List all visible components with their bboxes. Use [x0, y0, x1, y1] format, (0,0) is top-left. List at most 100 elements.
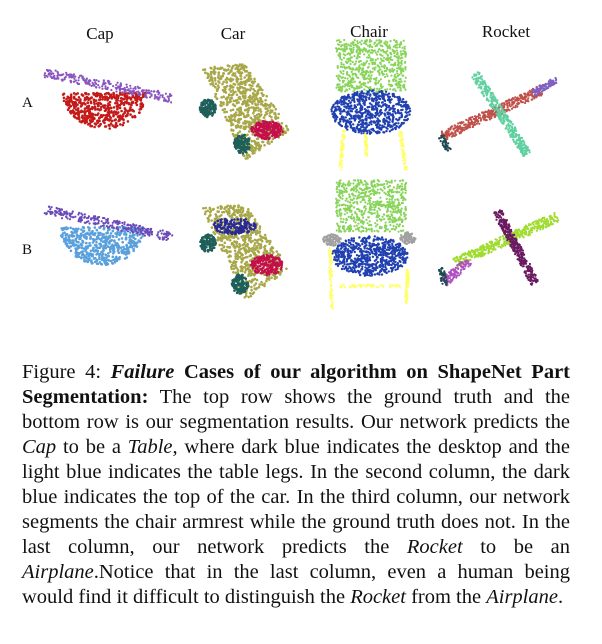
point	[48, 69, 51, 72]
point	[124, 227, 127, 230]
point	[132, 87, 135, 90]
point	[340, 163, 343, 166]
point	[62, 73, 65, 76]
point	[126, 109, 129, 113]
point	[135, 224, 138, 227]
point	[357, 123, 360, 127]
point	[348, 117, 351, 121]
point	[488, 118, 491, 121]
point	[398, 43, 401, 46]
point	[376, 87, 379, 90]
point	[486, 97, 489, 100]
point	[381, 92, 384, 95]
point	[375, 39, 378, 42]
point	[508, 99, 511, 102]
point	[364, 151, 367, 154]
point	[340, 140, 343, 143]
point	[81, 76, 84, 79]
point	[83, 98, 87, 102]
point	[520, 97, 523, 100]
point	[340, 144, 343, 147]
point	[269, 122, 272, 125]
point	[99, 238, 103, 242]
point	[513, 126, 516, 129]
point	[89, 124, 92, 128]
point	[358, 110, 361, 114]
point	[343, 38, 346, 42]
point	[100, 258, 104, 262]
point	[89, 101, 93, 105]
point	[251, 133, 254, 136]
point	[448, 134, 451, 137]
point	[62, 96, 66, 100]
point	[526, 99, 529, 103]
point	[372, 129, 376, 132]
point	[153, 97, 156, 100]
point	[379, 44, 382, 47]
point	[250, 139, 254, 143]
point	[114, 118, 117, 121]
point	[109, 259, 113, 263]
point	[70, 233, 74, 237]
point	[401, 139, 404, 142]
point	[445, 136, 449, 139]
point	[354, 92, 357, 96]
point	[349, 62, 352, 66]
point	[85, 237, 88, 240]
point	[341, 85, 345, 88]
point	[362, 126, 365, 129]
point	[359, 109, 362, 112]
point	[370, 106, 373, 109]
point	[488, 110, 491, 113]
point	[93, 238, 97, 241]
point	[210, 77, 214, 80]
point	[223, 107, 226, 111]
point	[130, 108, 134, 112]
point	[389, 98, 392, 102]
point	[65, 238, 69, 242]
point	[444, 131, 447, 134]
point	[244, 83, 247, 87]
point	[531, 94, 534, 97]
point	[80, 228, 83, 231]
point	[95, 241, 98, 244]
point	[224, 88, 227, 91]
point	[84, 248, 87, 251]
point	[336, 65, 339, 68]
point	[79, 105, 83, 108]
point	[384, 93, 387, 96]
point	[160, 232, 163, 235]
point	[490, 103, 493, 106]
point	[94, 248, 98, 252]
point	[355, 50, 358, 53]
point	[134, 237, 137, 241]
point	[213, 103, 216, 107]
point	[70, 241, 73, 244]
point	[342, 63, 345, 66]
point	[166, 100, 169, 103]
point	[121, 224, 124, 227]
point	[229, 100, 232, 103]
point	[383, 122, 387, 126]
point	[355, 108, 358, 112]
point	[355, 85, 358, 88]
point	[273, 133, 276, 137]
point	[119, 123, 122, 126]
point	[348, 75, 352, 78]
point	[350, 78, 353, 81]
point	[107, 107, 111, 111]
point	[113, 240, 116, 243]
point	[379, 113, 382, 116]
point	[357, 129, 361, 132]
point	[67, 239, 71, 243]
point	[339, 163, 342, 166]
point	[234, 63, 237, 67]
point	[83, 96, 87, 100]
point	[89, 249, 93, 253]
point	[236, 135, 240, 138]
point	[103, 246, 106, 250]
point	[399, 103, 402, 107]
point	[84, 250, 87, 253]
point	[257, 109, 260, 112]
point	[251, 84, 254, 88]
